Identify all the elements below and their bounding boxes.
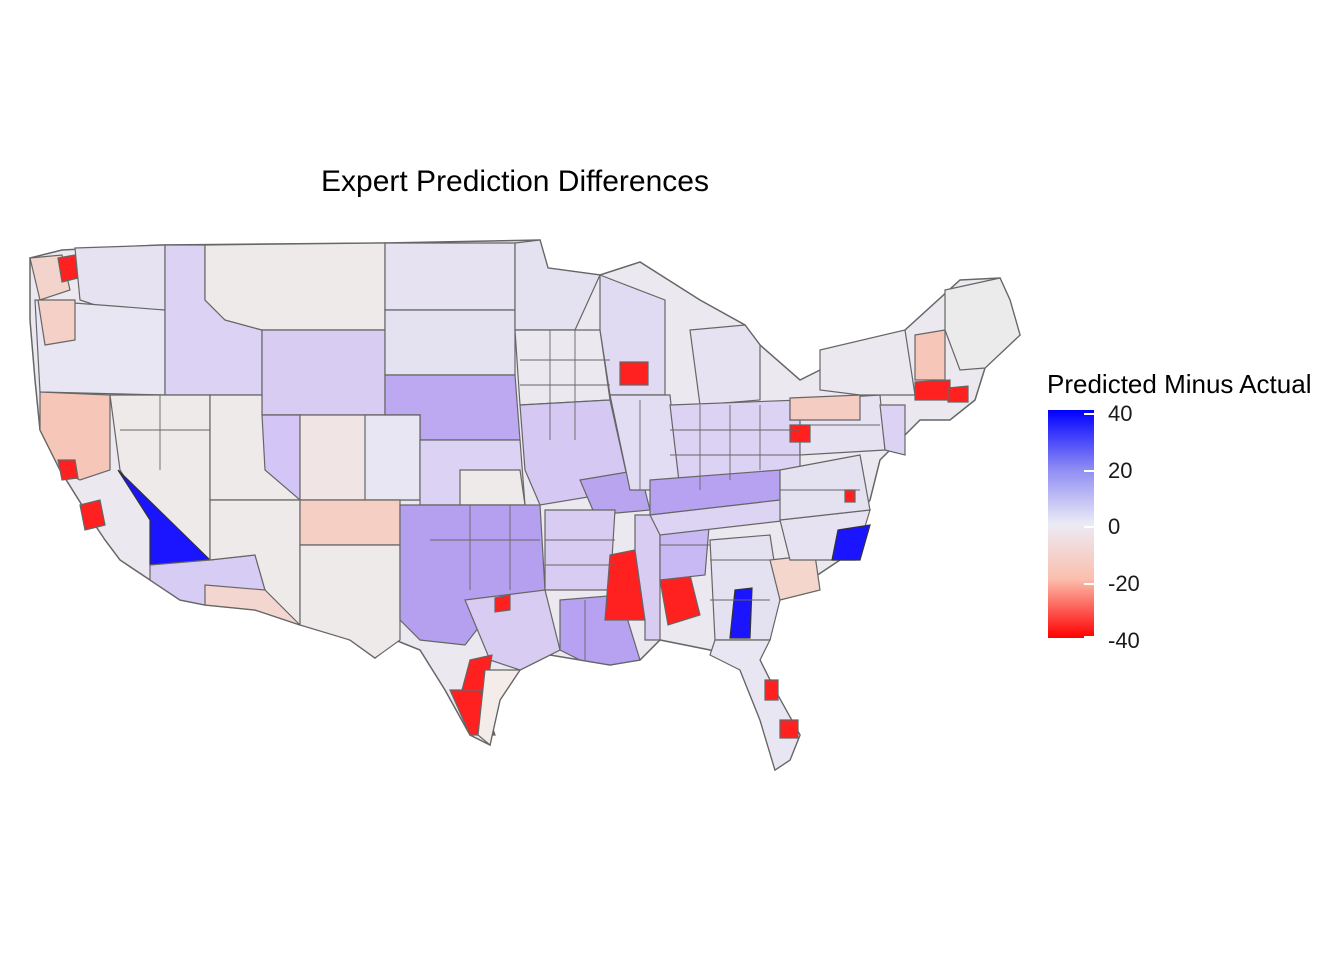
district-tx-dallas <box>494 594 511 613</box>
district-az-south <box>204 584 301 626</box>
legend-color-bar <box>1048 410 1094 638</box>
district-ca-bay <box>57 459 79 481</box>
district-mi <box>689 324 761 406</box>
district-ga-blue <box>729 587 753 639</box>
district-wa-seattle <box>57 254 79 283</box>
district-ca-central <box>79 499 106 531</box>
district-fl <box>709 639 801 771</box>
district-boundaries <box>120 330 880 660</box>
district-ma-east <box>947 385 969 403</box>
legend-tick <box>1084 583 1094 585</box>
legend-tick-label: -40 <box>1108 628 1140 653</box>
district-co-east <box>364 414 421 501</box>
district-ks-wichita <box>459 469 526 506</box>
district-vt-nh <box>914 329 946 381</box>
district-wi-milwaukee <box>619 361 649 386</box>
district-tx-coast <box>477 669 522 747</box>
district-ga <box>709 534 781 641</box>
district-ny <box>819 329 916 396</box>
district-ny-buffalo <box>789 424 811 443</box>
district-fl-orlando <box>764 679 779 701</box>
map-title: Expert Prediction Differences <box>321 165 709 198</box>
legend-tick-label: 40 <box>1108 401 1133 426</box>
legend-tick <box>1084 413 1094 415</box>
legend-tick-label: 0 <box>1108 514 1121 539</box>
district-mt <box>204 242 386 331</box>
district-va-red <box>844 489 856 503</box>
legend-tick <box>1084 470 1094 472</box>
district-nj <box>879 404 906 456</box>
legend-tick <box>1084 526 1094 528</box>
legend-tick-label: -20 <box>1108 571 1140 596</box>
legend-tick <box>1084 636 1094 638</box>
district-wy <box>261 329 386 416</box>
district-ia <box>514 329 611 406</box>
district-nm <box>299 499 401 546</box>
district-ma <box>914 379 951 401</box>
district-wa-east <box>74 244 166 311</box>
district-me <box>944 277 1021 371</box>
district-va <box>779 454 871 521</box>
district-ar <box>544 509 616 591</box>
district-ny-west <box>789 394 861 421</box>
district-or-coast <box>37 299 76 346</box>
district-nc-east <box>831 524 871 561</box>
district-tx-central <box>464 589 561 671</box>
district-sd <box>384 309 516 376</box>
legend-tick-label: 20 <box>1108 458 1133 483</box>
district-fl-miami <box>779 719 799 739</box>
district-nm-south <box>299 544 401 659</box>
district-nd <box>384 242 516 311</box>
legend-title: Predicted Minus Actual <box>1047 369 1312 399</box>
